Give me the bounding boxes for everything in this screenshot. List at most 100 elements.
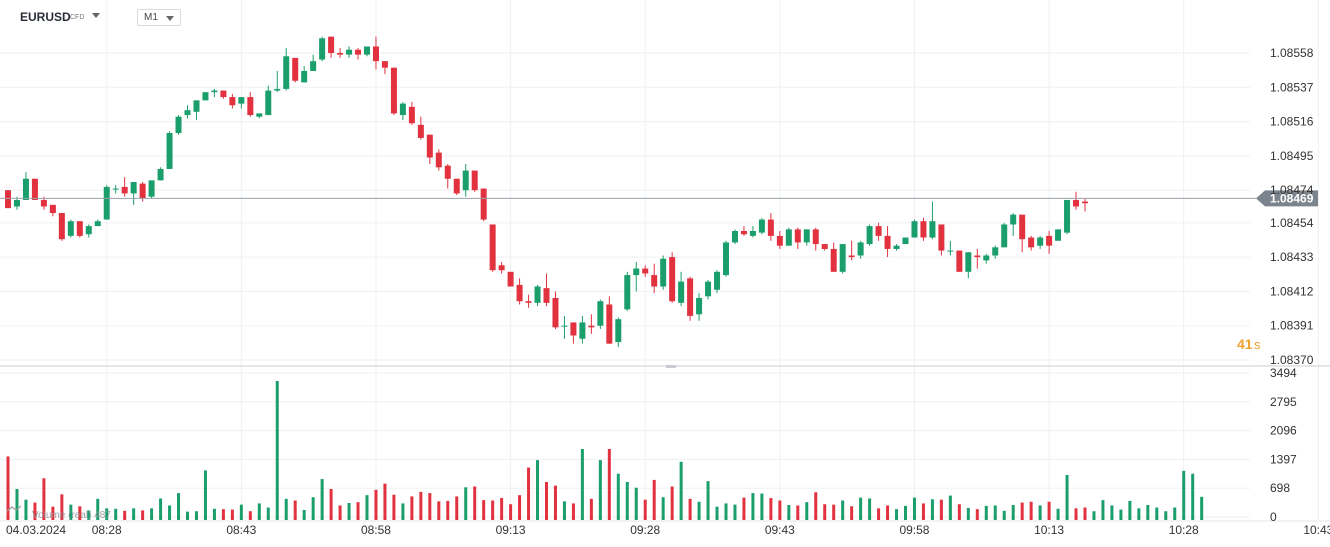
candle-body bbox=[606, 304, 613, 344]
volume-bar bbox=[410, 496, 414, 520]
volume-bar bbox=[1038, 505, 1042, 520]
time-axis: 04.03.2024 08:28 08:43 08:58 09:13 09:28 09:43… bbox=[6, 523, 1330, 537]
candle bbox=[875, 222, 882, 241]
candle bbox=[67, 219, 74, 238]
volume-bar bbox=[1101, 500, 1105, 520]
candle bbox=[812, 227, 819, 251]
candle-body bbox=[947, 250, 954, 252]
candle bbox=[310, 54, 317, 71]
candle-body bbox=[660, 258, 667, 287]
candle-body bbox=[776, 235, 783, 246]
volume-bar bbox=[1011, 505, 1015, 520]
candle-body bbox=[615, 319, 622, 343]
volume-bar bbox=[553, 485, 557, 520]
candle-body bbox=[390, 67, 397, 114]
volume-bar bbox=[257, 503, 261, 520]
candle-body bbox=[857, 242, 864, 256]
candle bbox=[938, 224, 945, 256]
volume-bar bbox=[293, 500, 297, 520]
candle bbox=[399, 101, 406, 120]
candle-body bbox=[848, 255, 855, 258]
candle bbox=[714, 270, 721, 294]
candle-body bbox=[444, 165, 451, 179]
timeframe-select[interactable]: M1 bbox=[137, 9, 181, 26]
symbol-dropdown-icon[interactable] bbox=[92, 13, 100, 18]
volume-bar bbox=[419, 491, 423, 520]
volume-bar bbox=[904, 505, 907, 520]
candle-body bbox=[202, 92, 209, 101]
symbol-label[interactable]: EURUSD bbox=[20, 10, 71, 24]
candle bbox=[1037, 235, 1044, 249]
volume-bar bbox=[1173, 507, 1177, 520]
candle-body bbox=[749, 230, 756, 236]
volume-legend: Volume (real) 487 bbox=[6, 505, 111, 521]
candle-body bbox=[238, 97, 245, 104]
candle-body bbox=[265, 90, 272, 116]
candle bbox=[157, 167, 164, 181]
candle-body bbox=[328, 36, 335, 53]
candle-body bbox=[5, 190, 11, 209]
volume-tick-label: 0 bbox=[1270, 510, 1277, 524]
volume-bar bbox=[518, 495, 522, 520]
time-tick-label: 08:28 bbox=[92, 523, 122, 537]
candle-body bbox=[417, 124, 424, 138]
volume-bar bbox=[652, 479, 656, 520]
candle-body bbox=[642, 268, 649, 274]
candle bbox=[687, 276, 694, 321]
candle bbox=[696, 293, 703, 321]
candle-body bbox=[516, 284, 523, 302]
candle-body bbox=[67, 221, 74, 236]
volume-bar bbox=[1146, 505, 1150, 520]
candle bbox=[678, 271, 685, 307]
candle-body bbox=[346, 49, 353, 55]
candle bbox=[435, 149, 442, 171]
candle bbox=[902, 237, 909, 245]
volume-bar bbox=[266, 507, 270, 520]
pane-resize-handle[interactable] bbox=[666, 365, 676, 368]
volume-bar bbox=[105, 508, 109, 520]
candle bbox=[893, 244, 900, 251]
volume-bar bbox=[545, 481, 548, 520]
candle bbox=[624, 271, 631, 312]
volume-bar bbox=[1020, 502, 1024, 520]
candle-body bbox=[992, 247, 999, 256]
volume-bar bbox=[455, 496, 459, 520]
volume-bar bbox=[150, 508, 154, 520]
candle bbox=[615, 317, 622, 347]
chart-grid bbox=[0, 0, 1330, 522]
volume-bar bbox=[212, 508, 216, 520]
volume-bar bbox=[446, 500, 450, 520]
volume-bar bbox=[60, 494, 64, 520]
candle bbox=[651, 263, 658, 294]
candle bbox=[328, 36, 335, 58]
candle bbox=[202, 92, 209, 101]
candle-body bbox=[301, 70, 308, 83]
candle-body bbox=[139, 183, 146, 199]
price-tick-label: 1.08412 bbox=[1270, 284, 1314, 298]
candle-body bbox=[103, 186, 110, 220]
candle-body bbox=[175, 116, 182, 134]
candle bbox=[489, 224, 496, 272]
time-tick-label: 10:28 bbox=[1169, 523, 1199, 537]
candle-body bbox=[731, 230, 738, 243]
volume-bar bbox=[6, 456, 10, 520]
candle bbox=[381, 61, 388, 75]
volume-bar bbox=[787, 505, 791, 520]
volume-bar bbox=[957, 504, 961, 520]
candle-body bbox=[983, 255, 990, 261]
candle bbox=[660, 255, 667, 290]
candle bbox=[821, 244, 828, 251]
candle-body bbox=[669, 257, 676, 302]
candle-body bbox=[785, 229, 792, 246]
candle bbox=[740, 226, 747, 236]
volume-bar bbox=[87, 510, 91, 520]
candle-body bbox=[821, 244, 828, 249]
candle-body bbox=[803, 229, 810, 243]
candle bbox=[884, 226, 891, 258]
candle bbox=[606, 296, 613, 344]
candle bbox=[579, 315, 586, 344]
volume-bar bbox=[527, 467, 531, 520]
volume-bar bbox=[580, 448, 584, 520]
candle-body bbox=[58, 213, 65, 240]
